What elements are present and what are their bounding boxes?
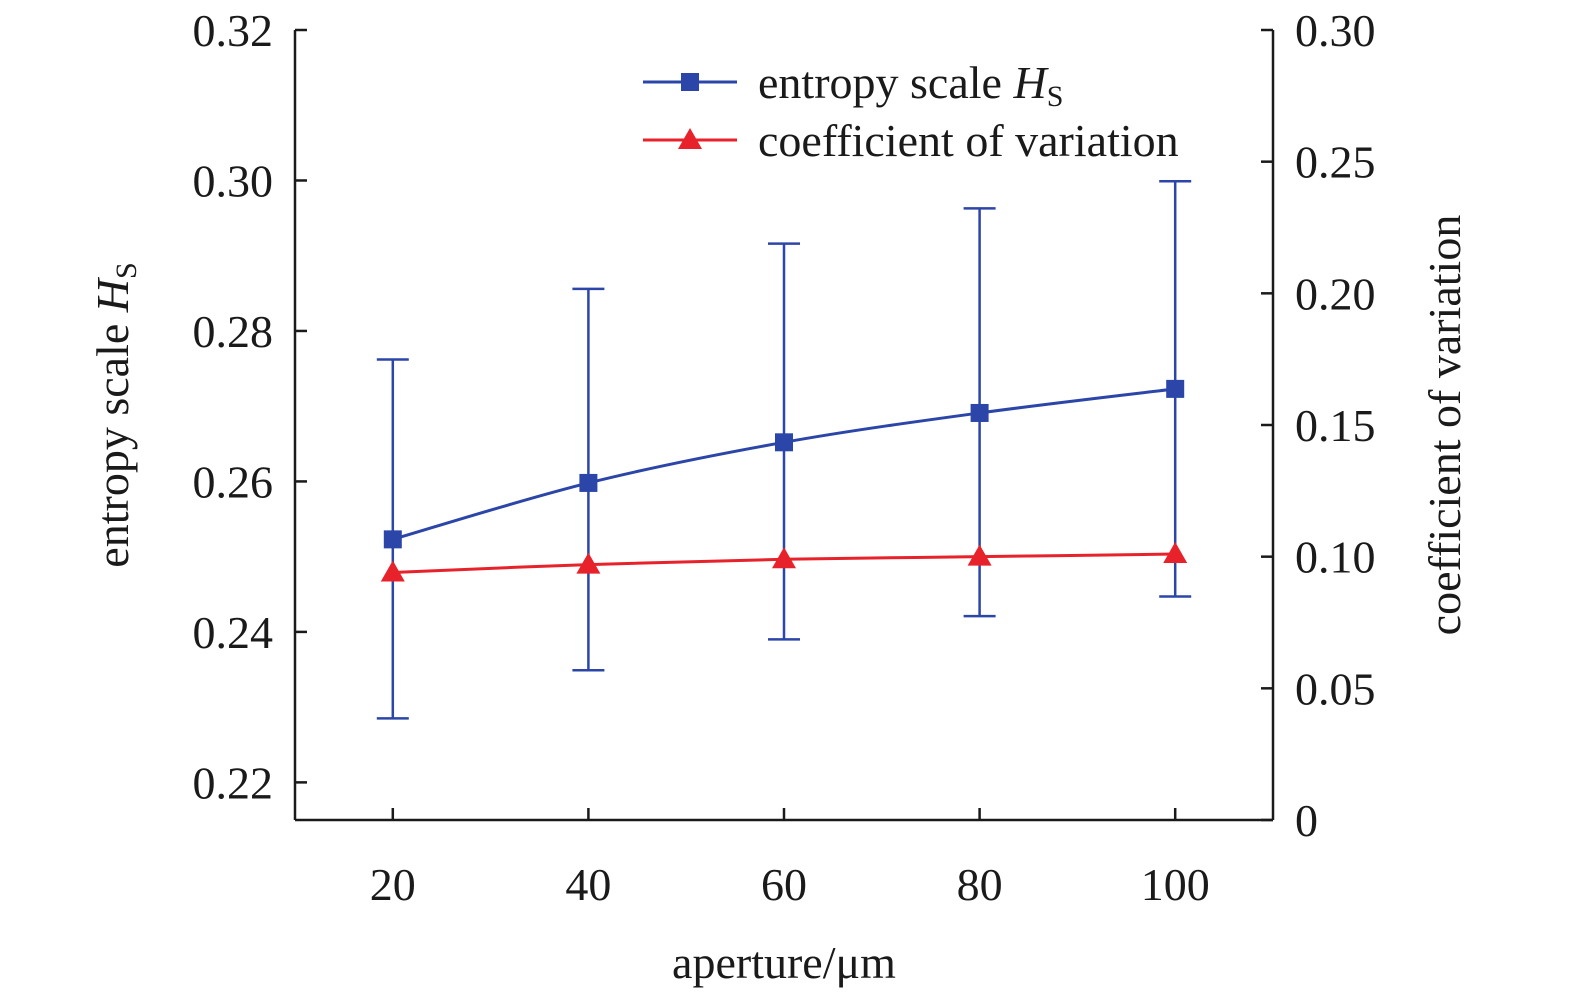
right-y-tick-label: 0.15: [1295, 400, 1376, 451]
data-point-triangle: [772, 547, 796, 569]
data-point-square: [970, 403, 989, 422]
left-y-axis-title: entropy scale HS: [87, 262, 143, 567]
label-text: entropy scale: [87, 312, 138, 567]
data-point-square: [579, 473, 598, 492]
data-point-square: [383, 530, 402, 549]
data-point-triangle: [576, 552, 601, 574]
label-text: coefficient of variation: [758, 115, 1179, 166]
legend-item: coefficient of variation: [643, 115, 1179, 166]
left-y-tick-label: 0.30: [193, 155, 274, 206]
x-tick-label: 20: [370, 859, 416, 910]
data-point-triangle: [380, 560, 405, 582]
x-axis-ticks: 20 40 60 80 100: [370, 808, 1210, 910]
right-y-tick-label: 0.30: [1295, 5, 1376, 56]
data-point-triangle: [1163, 542, 1188, 564]
left-y-tick-label: 0.28: [193, 306, 274, 357]
series-2: [380, 542, 1188, 582]
x-tick-label: 40: [565, 859, 611, 910]
label-italic-symbol: H: [1012, 57, 1049, 108]
data-point-square: [775, 433, 793, 452]
legend-label: coefficient of variation: [758, 115, 1179, 166]
right-y-tick-label: 0.10: [1295, 532, 1376, 583]
left-y-tick-label: 0.22: [193, 757, 274, 808]
legend-marker-square: [681, 73, 699, 91]
x-tick-label: 80: [957, 859, 1003, 910]
series-layer: [376, 179, 1192, 720]
legend-item: entropy scale HS: [643, 57, 1063, 113]
right-y-axis-ticks: 0 0.05 0.10 0.15 0.20 0.25 0.30: [1261, 5, 1376, 846]
right-y-tick-label: 0: [1295, 795, 1318, 846]
right-y-tick-label: 0.05: [1295, 663, 1376, 714]
x-tick-label: 60: [761, 859, 807, 910]
right-y-tick-label: 0.25: [1295, 137, 1376, 188]
left-y-tick-label: 0.26: [193, 456, 274, 507]
x-tick-label: 100: [1141, 859, 1210, 910]
legend-marker-triangle: [678, 128, 702, 149]
left-y-tick-label: 0.24: [193, 607, 274, 658]
series-1: [376, 179, 1192, 720]
left-y-axis-ticks: 0.22 0.24 0.26 0.28 0.30 0.32: [193, 5, 307, 808]
x-axis-title: aperture/μm: [672, 937, 896, 988]
legend-label: entropy scale HS: [758, 57, 1063, 113]
right-y-axis-title: coefficient of variation: [1419, 215, 1470, 636]
label-italic-symbol: H: [87, 276, 138, 313]
right-y-tick-label: 0.20: [1295, 268, 1376, 319]
data-point-triangle: [967, 544, 992, 566]
label-text: entropy scale: [758, 57, 1013, 108]
label-subscript: S: [1047, 80, 1064, 113]
data-point-square: [1166, 379, 1185, 398]
label-subscript: S: [110, 262, 143, 279]
left-y-tick-label: 0.32: [193, 5, 274, 56]
